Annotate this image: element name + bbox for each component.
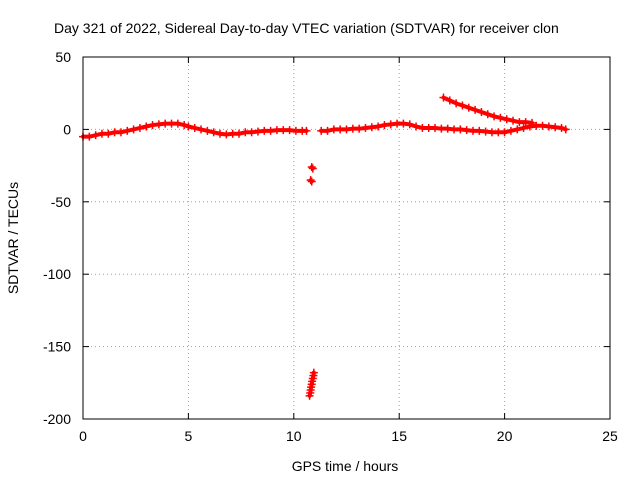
y-tick-label: 50 [55,49,71,65]
y-tick-label: -150 [43,339,71,355]
data-point-marker [445,96,454,105]
data-point-marker [500,128,509,137]
data-point-marker [307,163,316,172]
data-point-marker [405,120,414,129]
data-point-marker [173,119,182,128]
data-point-marker [323,126,332,135]
data-point-marker [85,132,94,141]
y-tick-label: -50 [51,194,71,210]
data-point-marker [203,126,212,135]
data-point-marker [458,101,467,110]
plot-frame [82,56,611,420]
data-point-marker [123,126,132,135]
chart-title: Day 321 of 2022, Sidereal Day-to-day VTE… [54,20,559,36]
data-point-marker [557,123,566,132]
data-point-marker [308,164,317,173]
y-tick-label: -100 [43,266,71,282]
data-point-marker [519,123,528,132]
x-tick-label: 10 [286,428,302,444]
x-tick-label: 25 [602,428,618,444]
data-point-marker [439,93,448,102]
data-point-marker [490,112,499,121]
x-tick-label: 0 [79,428,87,444]
data-point-marker [306,176,315,185]
data-point-marker [234,129,243,138]
data-point-marker [209,128,218,137]
data-point-marker [477,108,486,117]
data-point-marker [135,123,144,132]
data-point-marker [91,131,100,140]
data-point-marker [116,128,125,137]
data-point-marker [464,103,473,112]
data-point-marker [506,126,515,135]
y-axis-title: SDTVAR / TECUs [5,182,21,294]
data-point-marker [496,113,505,122]
data-point-marker [142,122,151,131]
data-point-marker [561,125,570,134]
x-axis-title: GPS time / hours [292,458,399,474]
data-point-marker [309,368,318,377]
data-point-marker [190,123,199,132]
data-point-marker [374,122,383,131]
data-point-marker [509,116,518,125]
data-point-marker [104,129,113,138]
data-point-marker [412,122,421,131]
data-point-marker [129,125,138,134]
y-tick-label: 0 [63,121,71,137]
data-point-marker [502,115,511,124]
data-point-marker [513,125,522,134]
y-tick-label: -200 [43,411,71,427]
data-point-marker [307,177,316,186]
data-point-marker [483,110,492,119]
data-point-marker [471,105,480,114]
data-point-marker [528,118,537,127]
data-point-marker [452,99,461,108]
data-point-marker [180,121,189,130]
data-point-marker [197,125,206,134]
x-tick-label: 15 [391,428,407,444]
data-markers [79,93,570,400]
axis-ticks: 0 5 10 15 20 25 50 0 -50 -100 -150 -200 [43,49,618,444]
data-point-marker [184,122,193,131]
x-tick-label: 20 [497,428,513,444]
data-point-marker [302,126,311,135]
x-tick-label: 5 [185,428,193,444]
